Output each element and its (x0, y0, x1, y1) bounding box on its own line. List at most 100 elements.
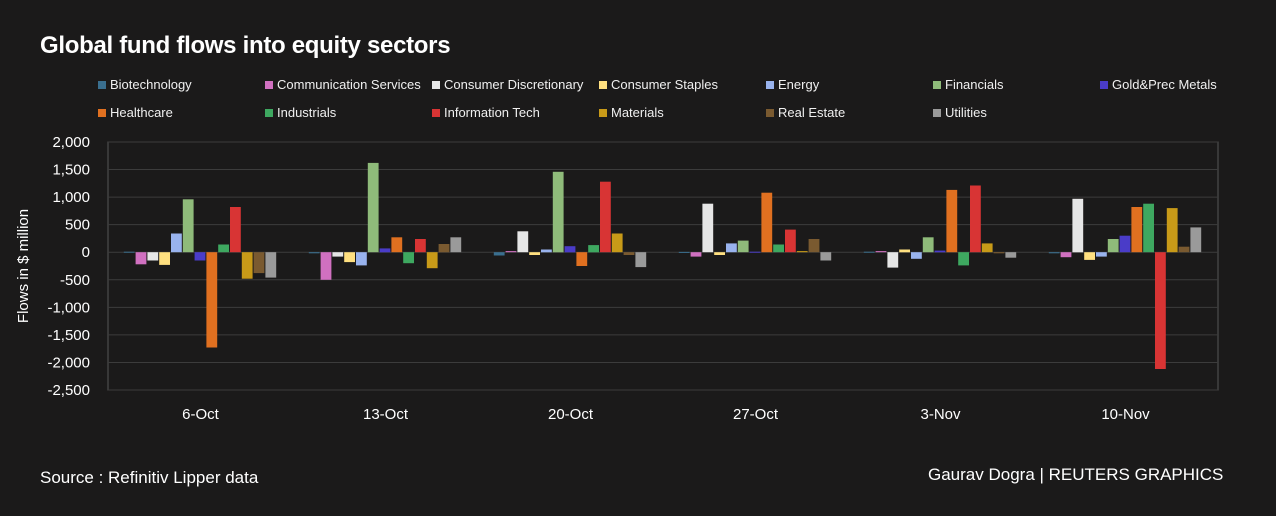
bar-gold-prec-metals (1119, 235, 1131, 253)
bar-real-estate (993, 252, 1005, 254)
bar-financials (367, 162, 379, 253)
legend-swatch (265, 108, 273, 117)
legend-swatch (432, 108, 440, 117)
bar-real-estate (1178, 246, 1190, 253)
legend-item: Healthcare (98, 105, 173, 120)
bar-biotechnology (863, 251, 875, 253)
bar-gold-prec-metals (934, 250, 946, 253)
y-tick-label: -1,000 (47, 299, 90, 316)
bar-real-estate (623, 252, 635, 255)
bar-communication-services (135, 252, 147, 265)
y-tick-label: 0 (82, 244, 90, 261)
x-tick-label: 20-Oct (548, 406, 594, 423)
legend-item: Biotechnology (98, 77, 192, 92)
legend-swatch (1100, 80, 1108, 89)
bar-utilities (1005, 252, 1017, 258)
bar-utilities (820, 252, 832, 261)
bar-materials (426, 252, 438, 269)
bar-communication-services (875, 251, 887, 253)
legend-swatch (599, 80, 607, 89)
legend-label: Information Tech (444, 105, 540, 120)
bar-biotechnology (493, 252, 505, 256)
legend-swatch (766, 108, 774, 117)
y-tick-label: -1,500 (47, 327, 90, 344)
bar-materials (611, 233, 623, 253)
bar-consumer-staples (159, 252, 170, 265)
bar-energy (726, 243, 737, 253)
bar-industrials (588, 245, 599, 253)
y-tick-label: -500 (60, 272, 90, 289)
legend-swatch (933, 108, 941, 117)
y-tick-label: 1,000 (52, 189, 90, 206)
x-tick-label: 13-Oct (363, 406, 409, 423)
bar-healthcare (576, 252, 588, 266)
bar-utilities (265, 252, 277, 278)
bar-energy (171, 233, 182, 253)
bar-healthcare (391, 237, 403, 253)
bar-gold-prec-metals (194, 252, 206, 261)
bar-industrials (773, 244, 784, 253)
bar-biotechnology (123, 251, 135, 253)
bar-consumer-staples (714, 252, 725, 255)
bar-energy (541, 249, 552, 253)
bar-consumer-discretionary (887, 252, 899, 268)
bar-healthcare (206, 252, 218, 348)
x-tick-label: 3-Nov (920, 406, 961, 423)
legend-item: Gold&Prec Metals (1100, 77, 1217, 92)
x-tick-label: 6-Oct (182, 406, 220, 423)
bar-gold-prec-metals (564, 246, 576, 253)
y-tick-label: -2,500 (47, 382, 90, 399)
legend-label: Consumer Staples (611, 77, 718, 92)
bar-information-tech (970, 185, 981, 253)
legend-item: Consumer Staples (599, 77, 718, 92)
y-tick-label: 500 (65, 217, 90, 234)
bar-communication-services (1060, 252, 1072, 258)
legend-label: Biotechnology (110, 77, 192, 92)
bar-industrials (218, 244, 229, 253)
bar-information-tech (415, 239, 426, 253)
legend-label: Materials (611, 105, 664, 120)
bar-financials (1107, 239, 1119, 253)
legend-swatch (98, 80, 106, 89)
bar-communication-services (320, 252, 332, 280)
legend-label: Healthcare (110, 105, 173, 120)
credit-line: Gaurav Dogra | REUTERS GRAPHICS (928, 465, 1224, 484)
legend-label: Industrials (277, 105, 337, 120)
legend-swatch (933, 80, 941, 89)
legend-item: Industrials (265, 105, 336, 120)
y-axis-label: Flows in $ million (15, 209, 32, 323)
bar-consumer-discretionary (517, 231, 529, 253)
bar-industrials (403, 252, 414, 264)
y-tick-label: 1,500 (52, 162, 90, 179)
legend-label: Energy (778, 77, 820, 92)
bar-consumer-discretionary (332, 252, 344, 257)
y-tick-label: 2,000 (52, 134, 90, 151)
bar-information-tech (785, 229, 796, 253)
bar-financials (922, 237, 934, 253)
bar-information-tech (600, 181, 611, 253)
bar-materials (1166, 208, 1178, 253)
bar-real-estate (808, 239, 820, 253)
bar-financials (182, 199, 194, 253)
legend-swatch (98, 108, 106, 117)
bar-healthcare (1131, 207, 1143, 253)
bar-gold-prec-metals (379, 248, 391, 253)
legend-item: Consumer Discretionary (432, 77, 583, 92)
bar-financials (737, 240, 749, 253)
legend-item: Real Estate (766, 105, 845, 120)
legend-item: Information Tech (432, 105, 540, 120)
legend-item: Materials (599, 105, 664, 120)
bar-energy (356, 252, 367, 266)
bar-utilities (450, 237, 462, 253)
bar-consumer-staples (1084, 252, 1095, 260)
legend-label: Communication Services (277, 77, 421, 92)
bar-energy (911, 252, 922, 259)
bar-biotechnology (678, 251, 690, 253)
legend-label: Consumer Discretionary (444, 77, 584, 92)
chart-title: Global fund flows into equity sectors (40, 32, 451, 59)
x-tick-label: 27-Oct (733, 406, 779, 423)
bar-information-tech (230, 207, 241, 253)
bar-gold-prec-metals (749, 251, 761, 253)
legend-swatch (432, 80, 440, 89)
chart-legend: Biotechnology Communication Services Consu… (0, 0, 1276, 130)
